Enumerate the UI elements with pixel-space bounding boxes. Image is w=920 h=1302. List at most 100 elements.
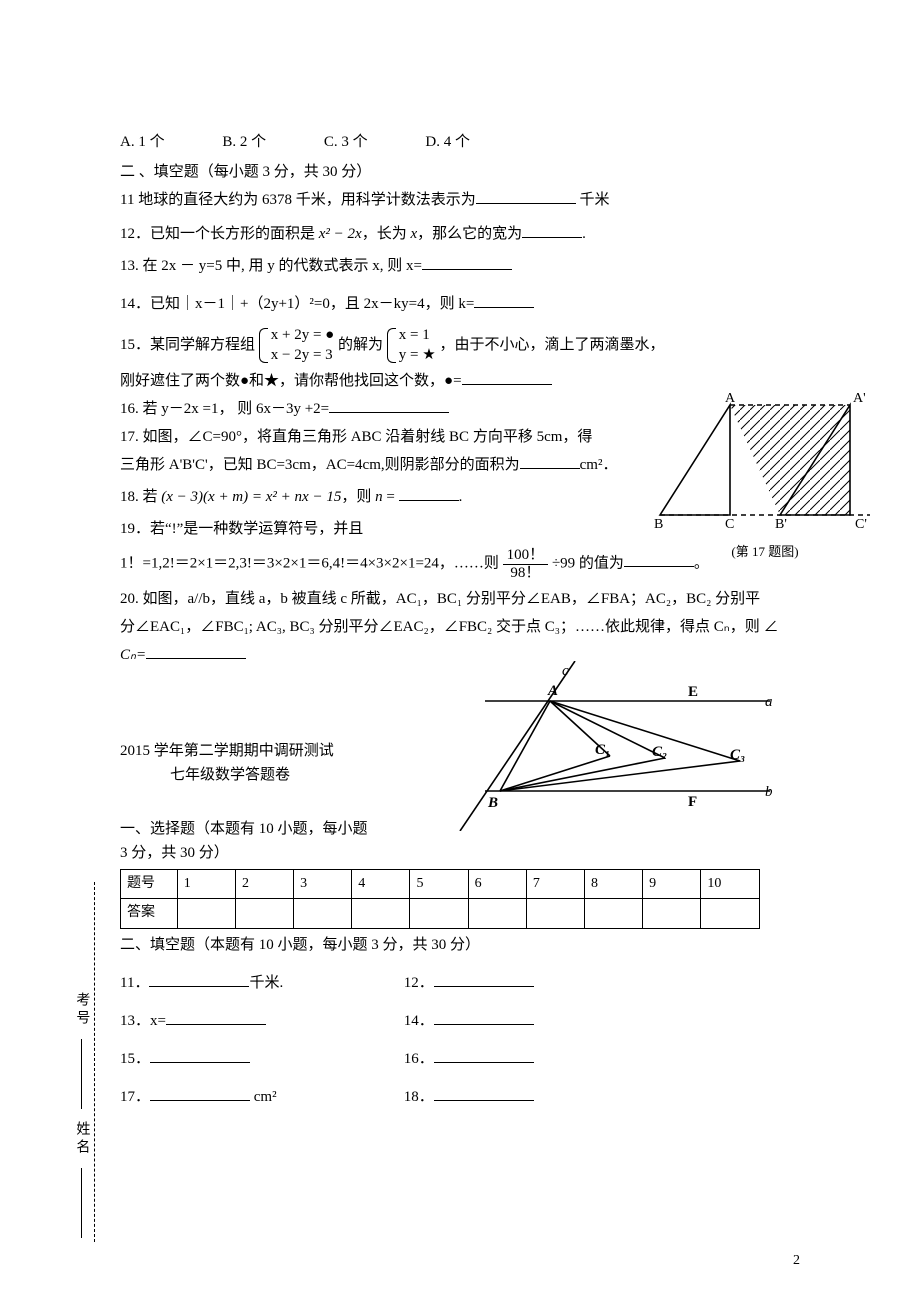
sys2a: x = 1 [399, 326, 436, 346]
opt-b: B. 2 个 [222, 130, 266, 154]
blank [476, 188, 576, 204]
lbl-B: B [654, 517, 663, 530]
cell [352, 899, 410, 928]
q20-l2: 分∠EAC₁，∠FBC₁; AC₃, BC₃ 分别平分∠EAC₂，∠FBC₂ 交… [120, 615, 810, 639]
hdr: 题号 [121, 870, 178, 899]
q18-mid: ，则 [341, 489, 375, 505]
cell [294, 899, 352, 928]
ans-sec2: 二、填空题（本题有 10 小题，每小题 3 分，共 30 分） [120, 933, 810, 957]
exam-page: A. 1 个 B. 2 个 C. 3 个 D. 4 个 二 、填空题（每小题 3… [0, 0, 920, 1302]
cell [410, 899, 468, 928]
lbl-c: c [562, 663, 569, 679]
q18-pre: 18. 若 [120, 489, 161, 505]
q12-suf: ，那么它的宽为 [417, 226, 522, 242]
cell [643, 899, 701, 928]
cell [701, 899, 760, 928]
blank [522, 222, 582, 238]
q12-expr: x² − 2x [319, 226, 362, 242]
blank [434, 1085, 534, 1101]
blank [474, 292, 534, 308]
r12: 12． [404, 975, 434, 991]
section2-title: 二 、填空题（每小题 3 分，共 30 分） [120, 160, 810, 184]
q20-l1: 20. 如图，a//b，直线 a，b 被直线 c 所截，AC₁，BC₁ 分别平分… [120, 587, 810, 611]
lbl-C2: C₂ [652, 744, 667, 760]
lbl-C1: C₁ [595, 742, 610, 758]
sys1a: x + 2y = ● [271, 326, 334, 346]
blank [434, 971, 534, 987]
blank [520, 453, 580, 469]
col: 4 [352, 870, 410, 899]
q17-l2pre: 三角形 A'B'C'，已知 BC=3cm，AC=4cm,则阴影部分的面积为 [120, 457, 520, 473]
col: 7 [526, 870, 584, 899]
q19-l2pre: 1！=1,2!＝2×1＝2,3!＝3×2×1＝6,4!＝4×3×2×1=24，…… [120, 555, 499, 571]
opt-d: D. 4 个 [425, 130, 470, 154]
q17-l2suf: cm²． [580, 457, 618, 473]
side-kh: 考号 [74, 992, 89, 1028]
q12-end: . [582, 226, 586, 242]
lbl-F: F [688, 794, 697, 810]
cell [177, 899, 235, 928]
col: 5 [410, 870, 468, 899]
q15-mid: 的解为 [338, 337, 387, 353]
page-number: 2 [793, 1250, 800, 1272]
blank [150, 1047, 250, 1063]
cell [468, 899, 526, 928]
blank [149, 971, 249, 987]
answer-table: 题号 1 2 3 4 5 6 7 8 9 10 答案 [120, 869, 760, 929]
blank [399, 485, 459, 501]
frac-den: 98！ [503, 565, 549, 582]
blank [434, 1009, 534, 1025]
q18-var: n [375, 489, 383, 505]
q19-l2suf: ÷99 的值为 [552, 555, 624, 571]
col: 3 [294, 870, 352, 899]
lbl-Cp: C' [855, 517, 867, 530]
sys2: x = 1 y = ★ [387, 326, 436, 365]
table-row-header: 题号 1 2 3 4 5 6 7 8 9 10 [121, 870, 760, 899]
lbl-C: C [725, 517, 734, 530]
lbl-b: b [765, 784, 773, 800]
r14: 14． [404, 1013, 434, 1029]
r11: 11． [120, 975, 149, 991]
binding-dash-line [94, 882, 95, 1242]
cell [526, 899, 584, 928]
r17s: cm² [250, 1089, 277, 1105]
blank [166, 1009, 266, 1025]
q18-expr: (x − 3)(x + m) = x² + nx − 15 [161, 489, 341, 505]
figure-20: c A B E F a b C₁ C₂ C₃ [430, 661, 810, 839]
fill-17-18: 17． cm² 18． [120, 1085, 810, 1109]
q14: 14．已知｜x－1｜+（2y+1）²=0，且 2x－ky=4，则 k= [120, 292, 810, 316]
lbl-Bp: B' [775, 517, 787, 530]
vblank [81, 1039, 82, 1109]
lbl-A: A [725, 391, 736, 406]
r17: 17． [120, 1089, 150, 1105]
q18-end: . [459, 489, 463, 505]
q15-l2: 刚好遮住了两个数●和★，请你帮他找回这个数，●= [120, 373, 462, 389]
lbl-a: a [765, 694, 773, 710]
r11s: 千米. [249, 975, 283, 991]
figure-17: A A' B C B' C' (第 17 题图) [650, 390, 880, 563]
q16-text: 16. 若 y－2x =1， 则 6x－3y +2= [120, 401, 329, 417]
blank [150, 1085, 250, 1101]
q11-suf: 千米 [576, 192, 610, 208]
q18-eq: = [383, 489, 399, 505]
blank [146, 643, 246, 659]
lbl-Ap: A' [853, 391, 866, 406]
lbl-E: E [688, 684, 698, 700]
q12-mid: ，长为 [362, 226, 411, 242]
side-labels: 考号 姓名 [70, 992, 92, 1243]
fill-13-14: 13．x= 14． [120, 1009, 810, 1033]
q15-suf: ，由于不小心，滴上了两滴墨水， [439, 337, 664, 353]
q11-text: 11 地球的直径大约为 6378 千米，用科学计数法表示为 [120, 192, 476, 208]
q14-text: 14．已知｜x－1｜+（2y+1）²=0，且 2x－ky=4，则 k= [120, 296, 474, 312]
q19-frac: 100！ 98！ [503, 547, 549, 581]
r16: 16． [404, 1051, 434, 1067]
q20-cn: Cₙ= [120, 647, 146, 663]
question10-options: A. 1 个 B. 2 个 C. 3 个 D. 4 个 [120, 130, 810, 154]
fig17-caption: (第 17 题图) [650, 542, 880, 563]
blank [462, 369, 552, 385]
lbl-A: A [547, 683, 558, 699]
q12: 12．已知一个长方形的面积是 x² − 2x，长为 x，那么它的宽为. [120, 222, 810, 246]
q13-text: 13. 在 2x － y=5 中, 用 y 的代数式表示 x, 则 x= [120, 258, 422, 274]
col: 10 [701, 870, 760, 899]
col: 2 [235, 870, 293, 899]
